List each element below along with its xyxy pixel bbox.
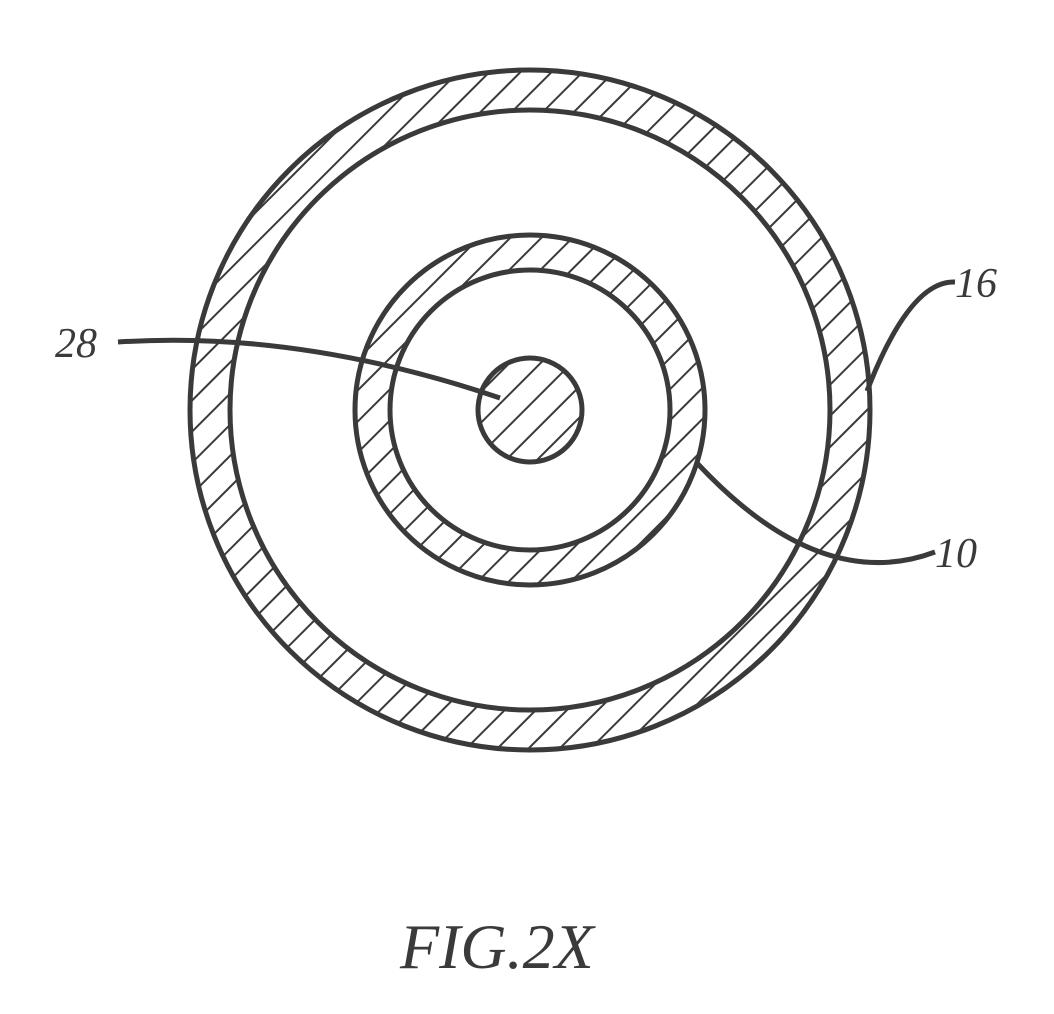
reference-label-10: 10 <box>935 530 977 578</box>
reference-label-28: 28 <box>55 320 97 368</box>
middle-ring-hatch <box>0 0 1054 1014</box>
core-circle <box>478 358 582 462</box>
figure-caption: FIG.2X <box>400 910 594 984</box>
reference-label-16: 16 <box>955 260 997 308</box>
figure-svg <box>0 0 1054 1014</box>
